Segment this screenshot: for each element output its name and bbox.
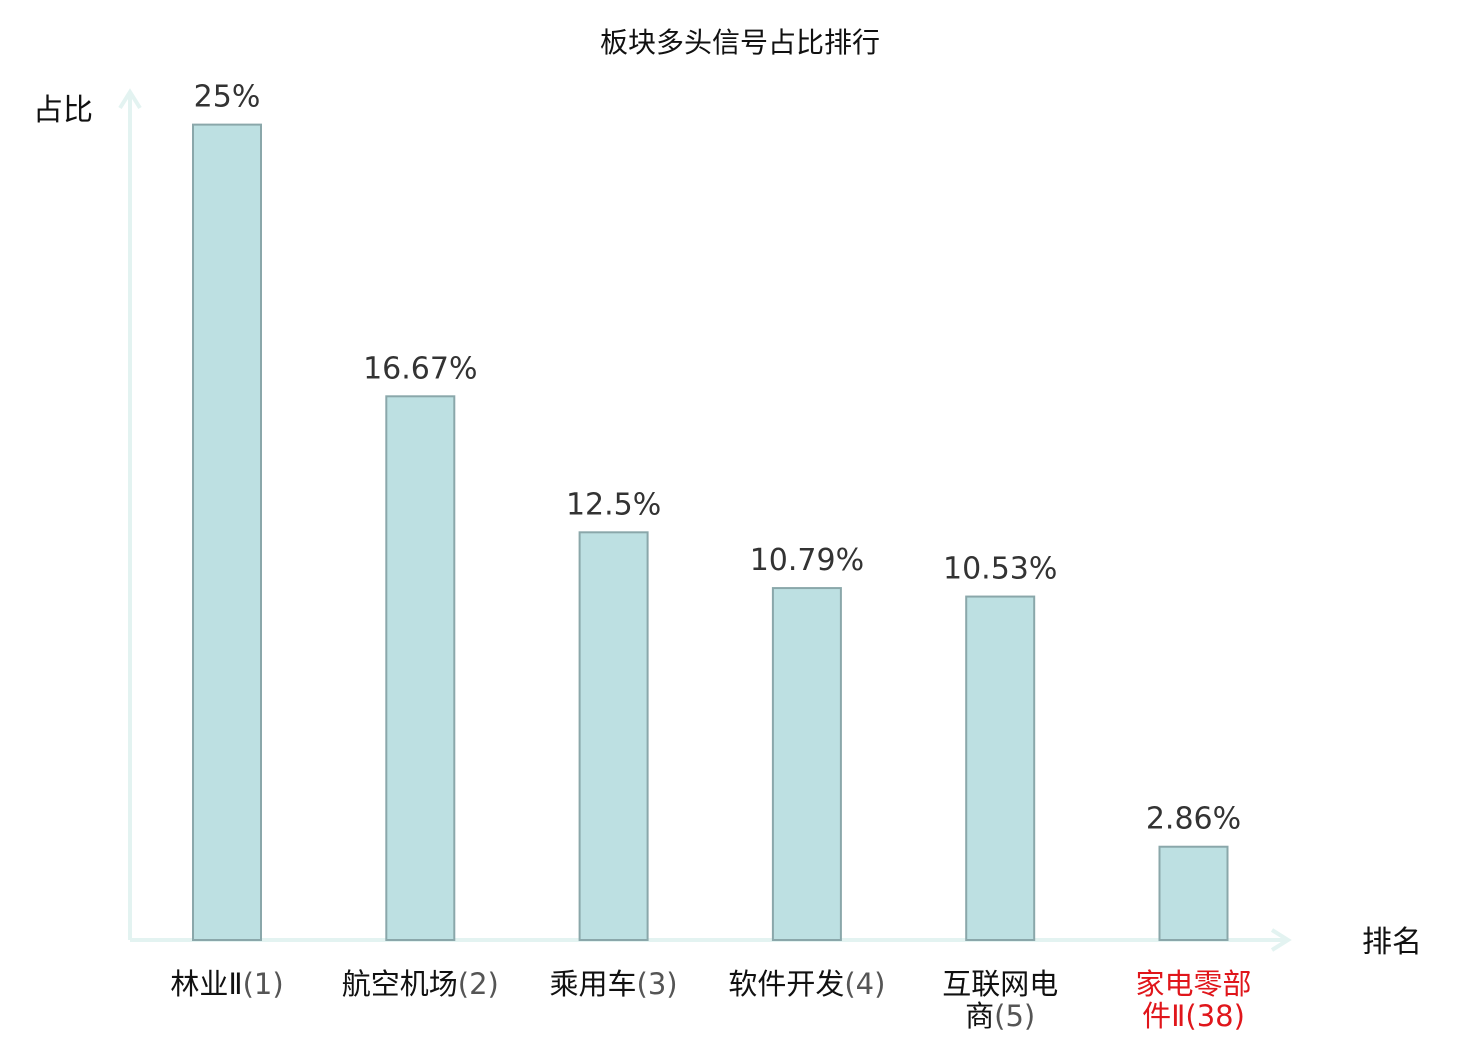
bar: [385, 395, 456, 942]
bar-value-label: 2.86%: [1146, 802, 1241, 837]
bar: [192, 123, 262, 942]
bars-group: 25% 林业Ⅱ(1) 16.67% 航空机场(2) 12.5% 乘用车(3) 10.79% 软…: [170, 80, 1251, 1033]
x-tick-label: 乘用车(3): [550, 967, 678, 1001]
x-tick-label: 家电零部: [1135, 967, 1251, 1001]
x-tick-label-rank: (2): [458, 967, 499, 1001]
y-axis-label: 占比: [33, 93, 93, 128]
x-tick-label-name: 件Ⅱ: [1142, 999, 1185, 1033]
y-axis-arrow-icon: [118, 88, 142, 110]
x-tick-label-rank: (3): [637, 967, 678, 1001]
chart-title: 板块多头信号占比排行: [600, 26, 880, 59]
x-tick-label: 件Ⅱ(38): [1142, 999, 1245, 1033]
x-tick-label: 商(5): [965, 999, 1035, 1033]
bar: [1158, 845, 1229, 941]
x-tick-label-rank: (5): [994, 999, 1035, 1033]
x-tick-label: 航空机场(2): [342, 967, 499, 1001]
x-tick-label-name: 航空机场: [342, 967, 458, 1001]
bar-value-label: 10.53%: [943, 552, 1057, 587]
x-tick-label-name: 乘用车: [550, 967, 637, 1001]
bar-value-label: 12.5%: [566, 487, 661, 522]
x-tick-label-name: 互联网电: [942, 967, 1058, 1001]
x-tick-label: 林业Ⅱ(1): [170, 967, 283, 1001]
x-tick-label-rank: (1): [243, 967, 284, 1001]
x-axis-arrow-icon: [1270, 928, 1292, 952]
x-tick-label: 互联网电: [942, 967, 1058, 1001]
x-tick-label-name: 软件开发: [728, 967, 844, 1001]
x-tick-label-rank: (4): [844, 967, 885, 1001]
x-axis-label: 排名: [1362, 925, 1422, 960]
bar: [965, 595, 1036, 941]
bar-value-label: 25%: [194, 80, 261, 115]
x-tick-label-rank: (38): [1185, 999, 1245, 1033]
x-tick-label: 软件开发(4): [728, 967, 885, 1001]
x-tick-label-name: 林业Ⅱ: [170, 967, 242, 1001]
x-tick-label-name: 家电零部: [1135, 967, 1251, 1001]
x-tick-label-name: 商: [965, 999, 994, 1033]
bar-value-label: 10.79%: [750, 543, 864, 578]
bar: [771, 587, 842, 942]
bar: [578, 531, 649, 941]
bar-value-label: 16.67%: [363, 351, 477, 386]
